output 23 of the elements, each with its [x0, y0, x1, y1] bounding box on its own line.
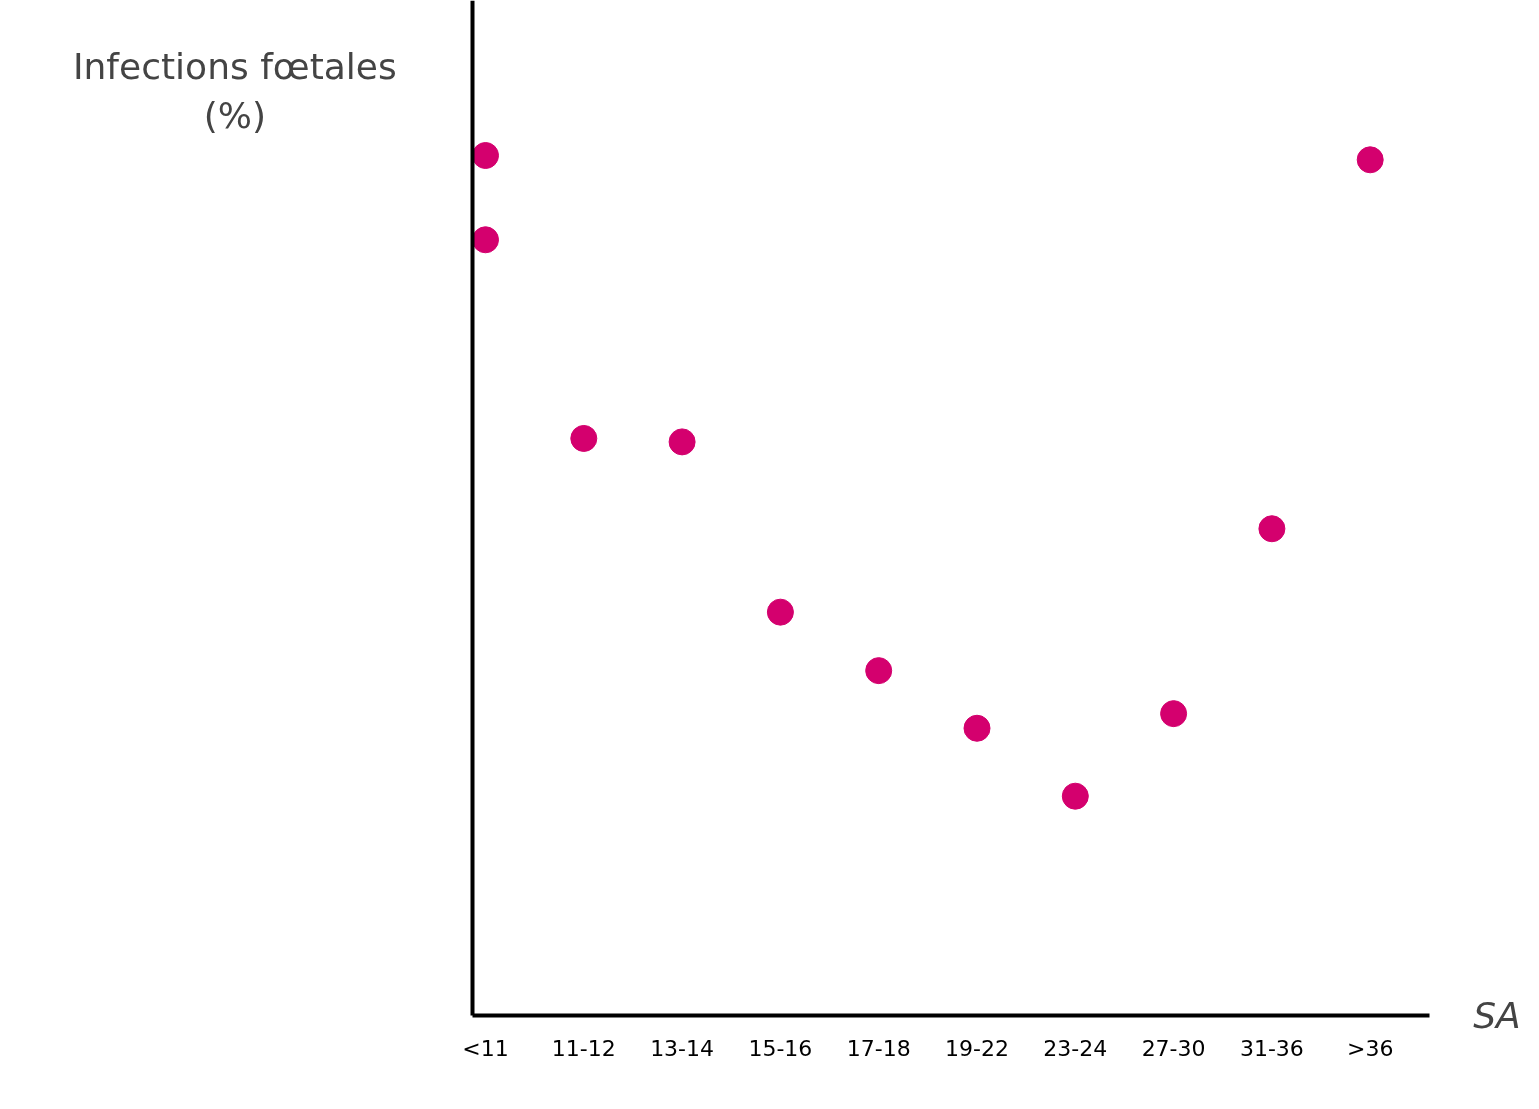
x-tick-label: 19-22	[945, 1035, 1009, 1061]
point	[766, 598, 794, 626]
point	[570, 424, 598, 452]
point	[472, 226, 499, 254]
point	[865, 657, 893, 685]
x-tick-label: 17-18	[846, 1035, 911, 1061]
x-tick-label: 15-16	[748, 1035, 813, 1061]
point	[1258, 515, 1286, 543]
point	[1160, 700, 1188, 728]
point	[668, 428, 696, 456]
point	[963, 714, 991, 742]
x-tick-label: 31-36	[1239, 1035, 1304, 1061]
point	[472, 142, 499, 169]
point	[1061, 782, 1089, 810]
y-axis-title: Infections fœtales (%)	[72, 45, 397, 136]
point	[1356, 146, 1384, 174]
x-tick-label: 13-14	[650, 1035, 715, 1061]
x-axis-title: SA	[1473, 994, 1521, 1036]
x-tick-label: >36	[1346, 1035, 1394, 1061]
x-tick-label: 23-24	[1043, 1035, 1108, 1061]
x-tick-label: 27-30	[1141, 1035, 1206, 1061]
x-tick-label: 11-12	[551, 1035, 616, 1061]
x-tick-label: <11	[462, 1035, 509, 1061]
